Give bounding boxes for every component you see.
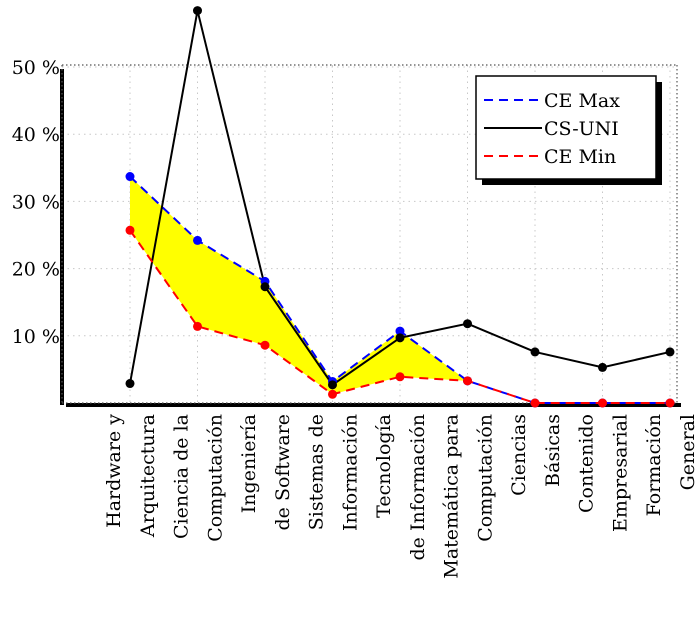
- x-tick-label-line: Hardware y: [103, 414, 125, 528]
- y-tick-label-0: 10 %: [12, 326, 60, 348]
- x-tick-label-text-1: Ciencia de la Computación: [171, 414, 227, 542]
- x-tick-label-line: Sistemas de: [306, 414, 328, 530]
- x-tick-label-line: Computación: [475, 414, 497, 542]
- fill-between-area: [130, 176, 670, 403]
- x-tick-label-8: Formación General: [643, 414, 695, 516]
- series-2-point-7: [598, 398, 607, 408]
- x-tick-label-text-6: Ciencias Básicas: [508, 414, 564, 496]
- series-0-point-0: [125, 172, 135, 182]
- x-axis-shadow: [66, 403, 681, 407]
- series-2-point-6: [530, 398, 540, 408]
- x-tick-label-line: de Información: [407, 414, 429, 560]
- legend-label-0: CE Max: [544, 90, 620, 112]
- y-tick-labels: 10 % 20 % 30 % 40 % 50 %: [12, 57, 60, 348]
- x-tick-label-text-5: Matemática para Computación: [441, 414, 497, 579]
- x-tick-label-text-3: Sistemas de Información: [306, 414, 362, 531]
- x-tick-label-line: Tecnología: [373, 414, 395, 518]
- x-tick-label-line: Información: [340, 414, 362, 531]
- x-tick-label-1: Ciencia de la Computación: [171, 414, 227, 542]
- series-1-point-2: [260, 282, 270, 292]
- series-2-point-3: [328, 389, 337, 399]
- x-tick-label-line: de Software: [272, 414, 294, 531]
- x-tick-label-line: Ciencia de la: [171, 414, 193, 539]
- x-tick-label-text-4: Tecnología de Información: [373, 414, 429, 560]
- x-tick-label-line: Matemática para: [441, 414, 463, 579]
- x-tick-label-line: Computación: [205, 414, 227, 542]
- y-tick-label-2: 30 %: [12, 191, 60, 213]
- legend: CE Max CS-UNI CE Min: [475, 75, 662, 185]
- x-tick-label-text-2: Ingeniería de Software: [238, 414, 294, 531]
- x-tick-label-line: General: [677, 414, 695, 490]
- x-tick-label-5: Matemática para Computación: [441, 414, 497, 579]
- x-category-labels: Hardware y Arquitectura Ciencia de la Compu…: [103, 414, 695, 579]
- x-tick-label-line: Básicas: [542, 414, 564, 487]
- series-0-point-1: [193, 235, 202, 245]
- x-tick-label-text-0: Hardware y Arquitectura: [103, 414, 159, 538]
- y-tick-label-4: 50 %: [12, 57, 60, 79]
- series-line-2: [129, 229, 670, 404]
- y-tick-label-3: 40 %: [12, 124, 60, 146]
- x-tick-label-line: Ingeniería: [238, 414, 260, 513]
- series-1-point-4: [395, 333, 405, 343]
- x-tick-label-2: Ingeniería de Software: [238, 414, 294, 531]
- x-tick-label-line: Contenido: [576, 414, 598, 513]
- series-2-point-1: [193, 321, 202, 331]
- x-tick-label-0: Hardware y Arquitectura: [103, 414, 159, 538]
- series-0-point-4: [395, 326, 405, 336]
- x-tick-label-text-8: Formación General: [643, 414, 695, 516]
- series-2-point-0: [125, 225, 135, 235]
- x-tick-label-3: Sistemas de Información: [306, 414, 362, 531]
- series-1-point-7: [598, 362, 607, 372]
- series-1-point-3: [328, 380, 337, 390]
- series-markers: [125, 6, 675, 408]
- x-tick-label-line: Ciencias: [508, 414, 530, 496]
- x-tick-label-line: Empresarial: [610, 414, 632, 532]
- series-1-point-8: [665, 347, 675, 357]
- legend-label-2: CE Min: [544, 146, 616, 168]
- x-tick-label-text-7: Contenido Empresarial: [576, 414, 632, 532]
- series-1-point-0: [125, 379, 135, 389]
- fill-between-polygon: [130, 176, 670, 403]
- x-tick-label-line: Arquitectura: [137, 414, 159, 538]
- series-2-point-4: [395, 372, 405, 382]
- x-tick-label-4: Tecnología de Información: [373, 414, 429, 560]
- y-tick-label-1: 20 %: [12, 259, 60, 281]
- series-2-point-8: [665, 398, 675, 408]
- series-1-point-5: [463, 319, 472, 329]
- x-tick-label-7: Contenido Empresarial: [576, 414, 632, 532]
- series-1-point-6: [530, 347, 540, 357]
- series-2-point-5: [463, 376, 472, 386]
- series-1-point-1: [193, 6, 202, 16]
- x-tick-label-6: Ciencias Básicas: [508, 414, 564, 496]
- series-2-point-2: [260, 340, 270, 350]
- x-tick-label-line: Formación: [643, 414, 665, 516]
- legend-label-1: CS-UNI: [544, 118, 619, 140]
